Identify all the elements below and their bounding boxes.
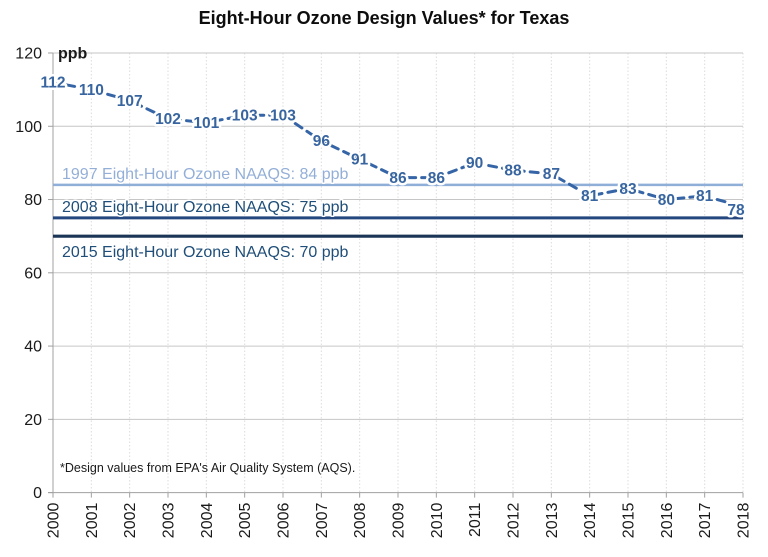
x-tick-label-2015: 2015 [621, 502, 638, 538]
x-tick-label-2001: 2001 [84, 502, 101, 538]
x-tick-label-2016: 2016 [659, 502, 676, 538]
naaqs-label-1997: 1997 Eight-Hour Ozone NAAQS: 84 ppb [62, 166, 348, 183]
y-tick-label-80: 80 [24, 192, 42, 209]
x-tick-label-2000: 2000 [46, 502, 63, 538]
x-tick-label-2010: 2010 [429, 502, 446, 538]
x-tick-label-2012: 2012 [506, 502, 523, 538]
y-tick-label-40: 40 [24, 339, 42, 356]
x-tick-label-2005: 2005 [237, 502, 254, 538]
x-tick-label-2003: 2003 [161, 502, 178, 538]
x-tick-label-2004: 2004 [199, 502, 216, 538]
data-label-2018: 78 [727, 202, 745, 219]
x-tick-label-2017: 2017 [697, 502, 714, 538]
data-label-2007: 96 [313, 133, 331, 150]
x-tick-label-2002: 2002 [122, 502, 139, 538]
x-tick-label-2007: 2007 [314, 502, 331, 538]
x-tick-label-2013: 2013 [544, 502, 561, 538]
data-label-2002: 107 [117, 93, 143, 110]
y-tick-label-20: 20 [24, 412, 42, 429]
y-tick-label-100: 100 [15, 119, 42, 136]
y-tick-label-60: 60 [24, 265, 42, 282]
chart-title: Eight-Hour Ozone Design Values* for Texa… [198, 8, 570, 28]
data-label-2011: 90 [466, 155, 483, 172]
data-label-2010: 86 [428, 170, 446, 187]
data-label-2001: 110 [79, 82, 104, 99]
data-label-2000: 112 [40, 75, 65, 92]
x-tick-label-2009: 2009 [391, 502, 408, 538]
chart-footnote: *Design values from EPA's Air Quality Sy… [60, 461, 356, 475]
naaqs-label-2015: 2015 Eight-Hour Ozone NAAQS: 70 ppb [62, 244, 348, 261]
x-tick-label-2014: 2014 [582, 502, 599, 538]
y-tick-label-0: 0 [33, 485, 42, 502]
data-label-2006: 103 [270, 108, 296, 125]
y-tick-label-120: 120 [15, 46, 42, 63]
data-label-2012: 88 [504, 163, 522, 180]
data-label-2008: 91 [351, 152, 369, 169]
naaqs-label-2008: 2008 Eight-Hour Ozone NAAQS: 75 ppb [62, 199, 348, 216]
x-tick-label-2018: 2018 [736, 502, 753, 538]
data-label-2015: 83 [619, 181, 637, 198]
y-axis-unit-label: ppb [58, 46, 88, 63]
x-tick-label-2011: 2011 [467, 502, 484, 537]
data-label-2013: 87 [543, 166, 560, 183]
ozone-series-line [51, 80, 745, 209]
data-label-2003: 102 [155, 111, 181, 128]
data-label-2009: 86 [389, 170, 407, 187]
data-label-2005: 103 [232, 108, 258, 125]
data-label-2004: 101 [193, 115, 219, 132]
x-tick-label-2006: 2006 [276, 502, 293, 538]
data-label-2014: 81 [581, 188, 599, 205]
x-tick-label-2008: 2008 [352, 502, 369, 538]
data-label-2016: 80 [658, 192, 675, 209]
data-label-2017: 81 [696, 188, 714, 205]
